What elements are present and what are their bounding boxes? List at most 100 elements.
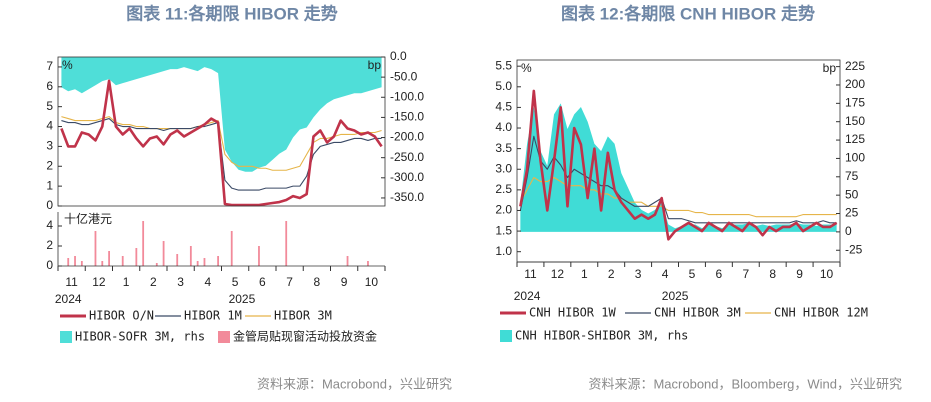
legend-label: CNH HIBOR-SHIBOR 3M, rhs [515, 329, 688, 343]
x-tick-label: 8 [314, 275, 321, 289]
y-tick-label: 0 [46, 258, 53, 272]
y2-tick-label: -100.0 [390, 89, 424, 103]
area-series [61, 57, 382, 172]
x-tick-label: 10 [820, 267, 834, 281]
y2-tick-label: -150.0 [390, 110, 424, 124]
legend-label: HIBOR 3M [274, 309, 332, 323]
y-tick-label: 3.0 [495, 161, 512, 175]
chart: 图表 11:各期限 HIBOR 走势资料来源：Macrobond，兴业研究012… [46, 3, 452, 391]
y2-tick-label: 0 [845, 224, 852, 238]
y-unit: % [62, 58, 73, 72]
y-tick-label: 5.5 [495, 58, 512, 72]
bar [135, 248, 138, 266]
y2-tick-label: -200.0 [390, 130, 424, 144]
y-unit: % [521, 61, 532, 75]
y-tick-label: 3.5 [495, 141, 512, 155]
y2-unit: bp [823, 61, 837, 75]
bar [189, 246, 192, 266]
x-tick-label: 4 [662, 267, 669, 281]
x-tick-label: 9 [341, 275, 348, 289]
legend-label: CNH HIBOR 12M [774, 306, 868, 320]
bar [74, 256, 76, 266]
bar [94, 231, 97, 266]
x-tick-label: 11 [65, 275, 78, 289]
year-label: 2024 [55, 292, 82, 306]
y2-tick-label: 200 [845, 77, 865, 91]
line-series [60, 79, 383, 207]
year-label: 2024 [514, 289, 541, 303]
y-tick-label: 4.5 [495, 100, 512, 114]
x-tick-label: 3 [177, 275, 184, 289]
y-tick-label: 1.0 [495, 244, 512, 258]
legend-label: HIBOR-SOFR 3M, rhs [75, 330, 205, 344]
bar [176, 254, 179, 266]
x-tick-label: 4 [205, 275, 212, 289]
bar [101, 261, 104, 266]
y2-tick-label: -250.0 [390, 150, 424, 164]
x-tick-label: 2 [150, 275, 157, 289]
y2-tick-label: 50 [845, 187, 859, 201]
y-tick-label: 2 [46, 238, 53, 252]
legend-label: 金管局贴现窗活动投放资金 [233, 329, 377, 344]
legend-swatch [500, 330, 512, 342]
line-series [519, 89, 838, 241]
x-tick-label: 2 [608, 267, 615, 281]
bar [155, 263, 158, 266]
x-tick-label: 7 [286, 275, 293, 289]
lower-unit: 十亿港元 [64, 211, 112, 226]
legend-label: HIBOR 1M [184, 309, 242, 323]
legend-label: HIBOR O/N [89, 309, 154, 323]
y2-tick-label: 25 [845, 206, 859, 220]
x-tick-label: 3 [635, 267, 642, 281]
y2-tick-label: -350.0 [390, 190, 424, 204]
chart-title: 图表 12:各期限 CNH HIBOR 走势 [561, 3, 815, 23]
area-series [520, 103, 837, 232]
y2-tick-label: -300.0 [390, 170, 424, 184]
y2-tick-label: 125 [845, 132, 865, 146]
bar [162, 241, 165, 266]
bar [217, 256, 219, 266]
bar [285, 221, 288, 266]
bar [67, 258, 70, 266]
x-tick-label: 6 [259, 275, 266, 289]
y-tick-label: 5.0 [495, 79, 512, 93]
bar [230, 231, 233, 266]
y-tick-label: 2.0 [495, 203, 512, 217]
legend-label: CNH HIBOR 1W [529, 306, 616, 320]
y2-tick-label: -25 [845, 242, 863, 256]
y-tick-label: 4.0 [495, 120, 512, 134]
y2-unit: bp [368, 58, 382, 72]
x-tick-label: 5 [689, 267, 696, 281]
y-tick-label: 0 [46, 198, 53, 212]
plot-frame [57, 56, 386, 207]
x-tick-label: 11 [524, 267, 537, 281]
line-series [519, 176, 837, 218]
x-tick-label: 8 [769, 267, 776, 281]
bar [346, 256, 349, 266]
bar [203, 258, 206, 266]
y-tick-label: 2.5 [495, 182, 512, 196]
legend-label: CNH HIBOR 3M [654, 306, 741, 320]
line-series [519, 135, 837, 224]
year-label: 2025 [229, 292, 256, 306]
y2-tick-label: -50.0 [390, 69, 418, 83]
bar [142, 221, 145, 266]
y2-tick-label: 0.0 [390, 49, 407, 63]
bar [80, 261, 83, 266]
y-tick-label: 7 [46, 59, 53, 73]
source-note: 资料来源：Macrobond，Bloomberg，Wind，兴业研究 [588, 376, 902, 391]
chart-title: 图表 11:各期限 HIBOR 走势 [126, 3, 338, 23]
y-tick-label: 1 [46, 178, 53, 192]
x-tick-label: 9 [796, 267, 803, 281]
y-tick-label: 6 [46, 79, 53, 93]
y2-tick-label: 175 [845, 96, 865, 110]
x-tick-label: 5 [232, 275, 239, 289]
bar [258, 246, 260, 266]
x-tick-label: 1 [581, 267, 588, 281]
y2-tick-label: 100 [845, 151, 865, 165]
year-label: 2025 [662, 289, 689, 303]
y2-tick-label: 75 [845, 169, 859, 183]
y-tick-label: 4 [46, 218, 53, 232]
bar [121, 256, 124, 266]
